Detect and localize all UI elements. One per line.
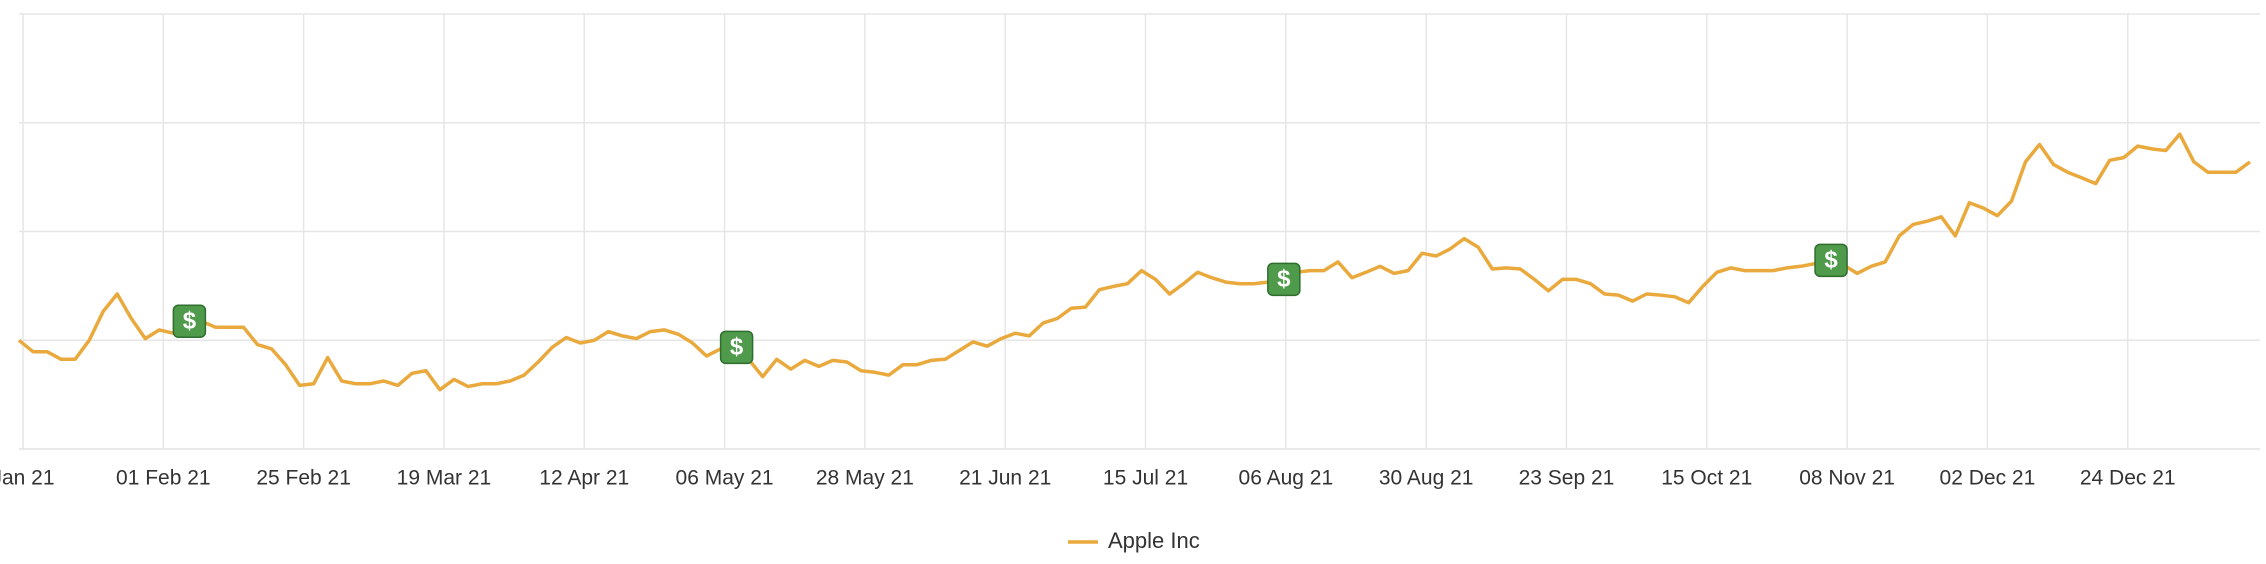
dividend-icon: [1814, 243, 1848, 278]
dividend-marker: $: [1814, 243, 1848, 278]
x-tick-label: 01 Feb 21: [116, 467, 211, 490]
x-tick-label: 06 Aug 21: [1239, 467, 1334, 490]
dividend-icon: [172, 304, 207, 338]
dividend-label: $: [183, 308, 197, 335]
x-tick-label: 19 Mar 21: [397, 467, 492, 490]
x-tick-label: 24 Dec 21: [2080, 467, 2176, 490]
series-line: [17, 132, 2252, 392]
x-tick-label: 30 Aug 21: [1379, 467, 1474, 490]
x-tick-label: 08 Nov 21: [1799, 467, 1895, 490]
x-tick-label: 12 Apr 21: [539, 467, 629, 490]
dividend-label: $: [1277, 266, 1291, 293]
x-tick-label: 23 Sep 21: [1519, 467, 1615, 490]
x-tick-label: 15 Oct 21: [1661, 467, 1752, 490]
dividend-marker: $: [172, 304, 207, 338]
x-tick-label: 02 Dec 21: [1940, 467, 2036, 490]
dividend-label: $: [730, 334, 744, 361]
dividend-marker: $: [1267, 262, 1301, 297]
x-tick-label: 28 May 21: [816, 467, 914, 490]
dividend-icon: [1267, 262, 1301, 297]
x-tick-label: 15 Jul 21: [1103, 467, 1188, 490]
x-tick-label: 21 Jun 21: [959, 467, 1051, 490]
x-tick-label: Jan 21: [0, 467, 55, 490]
dividend-marker: $: [719, 330, 754, 365]
x-tick-label: 25 Feb 21: [256, 467, 351, 490]
x-tick-label: 06 May 21: [676, 467, 774, 490]
dividend-icon: [719, 330, 754, 365]
dividend-label: $: [1824, 247, 1838, 274]
legend-label: Apple Inc: [1108, 528, 1200, 553]
